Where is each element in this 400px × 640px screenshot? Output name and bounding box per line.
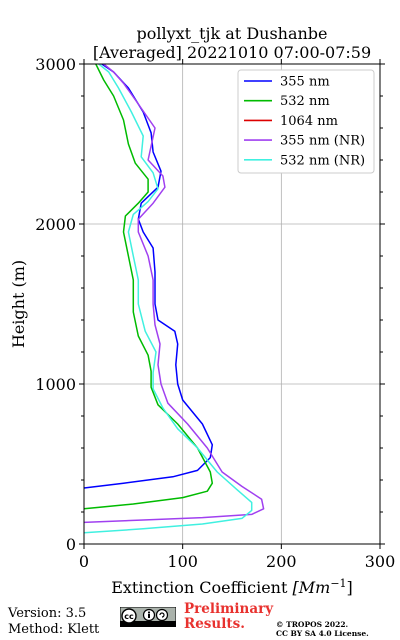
tropos-copyright: © TROPOS 2022. CC BY SA 4.0 License. <box>276 620 369 638</box>
x-tick-label: 100 <box>167 552 198 571</box>
legend: 355 nm 532 nm 1064 nm 355 nm (NR) 532 nm (NR… <box>237 69 375 174</box>
legend-box <box>237 69 375 174</box>
legend-label: 355 nm <box>280 75 330 90</box>
copyright-line: © TROPOS 2022. <box>276 620 349 629</box>
preliminary-line-2: Results. <box>184 616 245 632</box>
series-line-0 <box>84 64 214 489</box>
footer-info: Version: 3.5 Method: Klett <box>8 606 99 638</box>
chart-title: pollyxt_tjk at Dushanbe <box>136 24 327 43</box>
series-line-1 <box>84 64 214 510</box>
method-text: Method: Klett <box>8 622 100 637</box>
series-line-3 <box>84 64 265 524</box>
y-axis-label: Height (m) <box>9 260 28 348</box>
legend-label: 532 nm <box>280 94 330 109</box>
legend-label: 532 nm (NR) <box>280 153 365 168</box>
x-tick-label: 200 <box>266 552 297 571</box>
legend-label: 1064 nm <box>280 114 338 129</box>
y-tick-label: 3000 <box>35 55 76 74</box>
x-axis-label: Extinction Coefficient [Mm−1] <box>111 577 353 597</box>
series-layer <box>84 64 265 534</box>
legend-label: 355 nm (NR) <box>280 134 365 149</box>
x-tick-label: 300 <box>365 552 396 571</box>
preliminary-line-1: Preliminary <box>184 601 274 617</box>
version-text: Version: 3.5 <box>8 606 87 621</box>
license-line: CC BY SA 4.0 License. <box>276 629 369 638</box>
series-line-4 <box>84 64 253 534</box>
cc-license-icon: cc <box>120 607 176 627</box>
y-tick-label: 0 <box>66 535 76 554</box>
y-tick-label: 2000 <box>35 215 76 234</box>
plot-frame <box>83 63 381 545</box>
x-tick-label: 0 <box>79 552 89 571</box>
y-tick-label: 1000 <box>35 375 76 394</box>
preliminary-notice: Preliminary Results. <box>184 602 273 632</box>
chart-subtitle: [Averaged] 20221010 07:00-07:59 <box>93 43 371 62</box>
svg-text:cc: cc <box>124 612 134 621</box>
